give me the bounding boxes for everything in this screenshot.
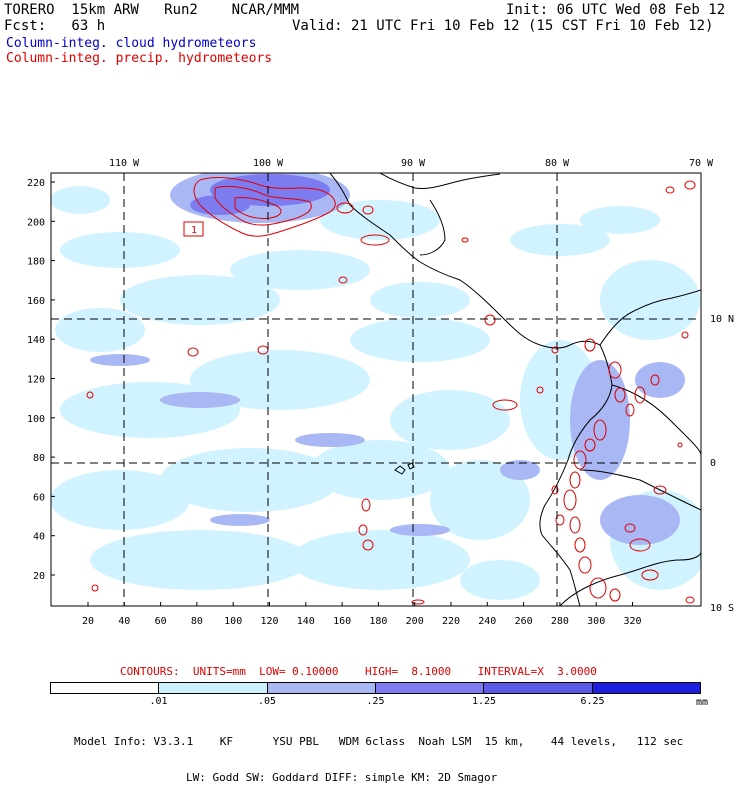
x-tick-label: 100 bbox=[224, 616, 242, 627]
y-tick-label: 60 bbox=[33, 492, 45, 503]
lat-label: 0 bbox=[710, 458, 716, 469]
valid-time: Valid: 21 UTC Fri 10 Feb 12 (15 CST Fri … bbox=[292, 18, 714, 34]
init-time: Init: 06 UTC Wed 08 Feb 12 bbox=[506, 2, 726, 18]
legend-cloud: Column-integ. cloud hydrometeors bbox=[6, 36, 257, 51]
coastlines bbox=[329, 173, 701, 606]
model-title: TORERO 15km ARW Run2 NCAR/MMM bbox=[4, 2, 300, 18]
lon-label: 90 W bbox=[401, 158, 426, 169]
lon-label: 80 W bbox=[545, 158, 570, 169]
colorbar-label: .05 bbox=[257, 696, 277, 707]
colorbar-label: .01 bbox=[149, 696, 168, 707]
y-tick-label: 200 bbox=[27, 217, 45, 228]
forecast-hour: Fcst: 63 h bbox=[4, 18, 106, 34]
lon-label: 100 W bbox=[253, 158, 284, 169]
x-tick-label: 300 bbox=[587, 616, 605, 627]
colorbar-units: mm bbox=[696, 697, 709, 708]
x-tick-label: 320 bbox=[623, 616, 641, 627]
colorbar-segment bbox=[267, 683, 376, 693]
x-tick-label: 260 bbox=[515, 616, 533, 627]
y-tick-label: 40 bbox=[33, 532, 45, 543]
y-tick-label: 180 bbox=[27, 257, 45, 268]
colorbar-label: 1.25 bbox=[471, 696, 497, 707]
colorbar-segment bbox=[484, 683, 593, 693]
x-tick-label: 180 bbox=[369, 616, 387, 627]
map-frame bbox=[50, 172, 702, 607]
x-tick-label: 20 bbox=[82, 616, 94, 627]
x-tick-label: 240 bbox=[478, 616, 496, 627]
legend-precip: Column-integ. precip. hydrometeors bbox=[6, 51, 273, 66]
y-tick-label: 120 bbox=[27, 375, 45, 386]
colorbar-segment bbox=[159, 683, 268, 693]
precip-contours bbox=[86, 177, 696, 605]
colorbar bbox=[50, 682, 701, 694]
contours-info: CONTOURS: UNITS=mm LOW= 0.10000 HIGH= 8.… bbox=[120, 665, 597, 678]
x-tick-label: 200 bbox=[406, 616, 424, 627]
x-tick-label: 220 bbox=[442, 616, 460, 627]
colorbar-segment bbox=[51, 683, 160, 693]
y-tick-label: 80 bbox=[33, 453, 45, 464]
x-tick-label: 120 bbox=[260, 616, 278, 627]
y-tick-label: 160 bbox=[27, 296, 45, 307]
x-tick-label: 40 bbox=[118, 616, 130, 627]
lon-label: 70 W bbox=[689, 158, 714, 169]
colorbar-labels: .01 .05 .25 1.25 6.25 bbox=[50, 696, 701, 708]
graticule bbox=[51, 173, 701, 606]
model-info: Model Info: V3.3.1 KF YSU PBL WDM 6class… bbox=[74, 712, 683, 796]
x-tick-label: 140 bbox=[297, 616, 315, 627]
nest-box bbox=[183, 221, 204, 237]
model-info-line2: LW: Godd SW: Goddard DIFF: simple KM: 2D… bbox=[186, 771, 498, 784]
x-tick-label: 280 bbox=[551, 616, 569, 627]
x-tick-label: 60 bbox=[155, 616, 167, 627]
colorbar-label: 6.25 bbox=[580, 696, 605, 707]
nest-box-label: 1 bbox=[191, 225, 197, 236]
y-tick-label: 100 bbox=[27, 414, 45, 425]
lat-label: 10 N bbox=[710, 314, 734, 325]
model-info-line1: Model Info: V3.3.1 KF YSU PBL WDM 6class… bbox=[74, 735, 684, 748]
lat-label: 10 S bbox=[710, 603, 734, 614]
colorbar-label: .25 bbox=[366, 696, 385, 707]
x-tick-label: 160 bbox=[333, 616, 351, 627]
colorbar-segment bbox=[592, 683, 700, 693]
y-tick-label: 140 bbox=[27, 335, 45, 346]
y-tick-label: 220 bbox=[27, 178, 45, 189]
forecast-map: 1 110 W 100 W 90 W 80 W 70 W 10 N 0 10 S 220 200 1… bbox=[27, 158, 734, 627]
lon-label: 110 W bbox=[109, 158, 140, 169]
y-tick-label: 20 bbox=[33, 571, 45, 582]
colorbar-segment bbox=[375, 683, 485, 693]
x-tick-label: 80 bbox=[191, 616, 203, 627]
